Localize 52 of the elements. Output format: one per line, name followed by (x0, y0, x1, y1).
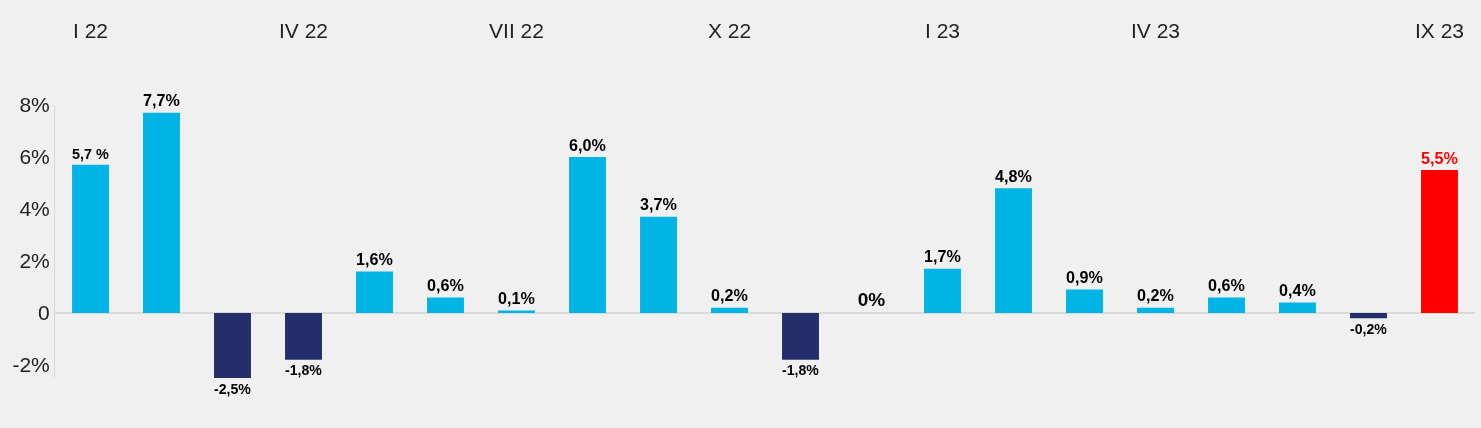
data-label: 0,4% (1279, 281, 1316, 300)
bar (214, 313, 251, 378)
data-label: 6,0% (569, 135, 606, 154)
bar (924, 268, 961, 313)
bar (782, 313, 819, 360)
data-label: 4,8% (995, 166, 1032, 185)
x-tick-label: I 22 (72, 18, 109, 42)
x-tick-label: VII 22 (489, 18, 544, 42)
bar (143, 112, 180, 313)
data-label: -1,8% (285, 362, 323, 379)
bar (1137, 307, 1174, 313)
bar (1279, 302, 1316, 313)
bar (711, 307, 748, 313)
data-label: 0,2% (1137, 286, 1174, 305)
data-label: 0,1% (498, 289, 535, 307)
bar (1421, 170, 1458, 313)
x-tick-label: IX 23 (1414, 18, 1465, 42)
bar (498, 310, 535, 313)
data-label: 0,9% (1066, 268, 1103, 287)
y-tick-label: 4% (19, 197, 50, 221)
x-tick-label: X 22 (707, 18, 752, 42)
bar (569, 157, 606, 313)
x-tick-label: IV 22 (278, 18, 329, 42)
data-label: 5,5% (1421, 148, 1458, 167)
data-label: 0% (857, 289, 886, 310)
bar (1350, 313, 1387, 319)
bar (1066, 289, 1103, 313)
data-label: -2,5% (214, 380, 252, 397)
data-label: -0,2% (1350, 320, 1388, 337)
bar (285, 313, 322, 360)
y-tick-label: 0 (38, 301, 50, 325)
bar (72, 164, 109, 313)
data-label: -1,8% (782, 362, 820, 379)
x-tick-label: I 23 (924, 18, 961, 42)
y-tick-label: -2% (12, 353, 50, 377)
bar (995, 188, 1032, 313)
data-label: 0,2% (711, 286, 748, 305)
data-label: 5,7 % (72, 145, 110, 162)
data-label: 1,6% (356, 250, 393, 268)
bar (1208, 297, 1245, 313)
data-label: 0,6% (1208, 276, 1245, 294)
data-label: 7,7% (143, 91, 180, 110)
y-tick-label: 6% (19, 145, 50, 169)
bar (427, 297, 464, 313)
y-tick-label: 8% (19, 93, 50, 117)
data-label: 3,7% (640, 195, 677, 214)
x-tick-label: IV 23 (1130, 18, 1181, 42)
y-tick-label: 2% (19, 249, 50, 273)
data-label: 0,6% (427, 276, 464, 294)
bar (356, 271, 393, 313)
bar (640, 216, 677, 313)
data-label: 1,7% (924, 247, 961, 266)
